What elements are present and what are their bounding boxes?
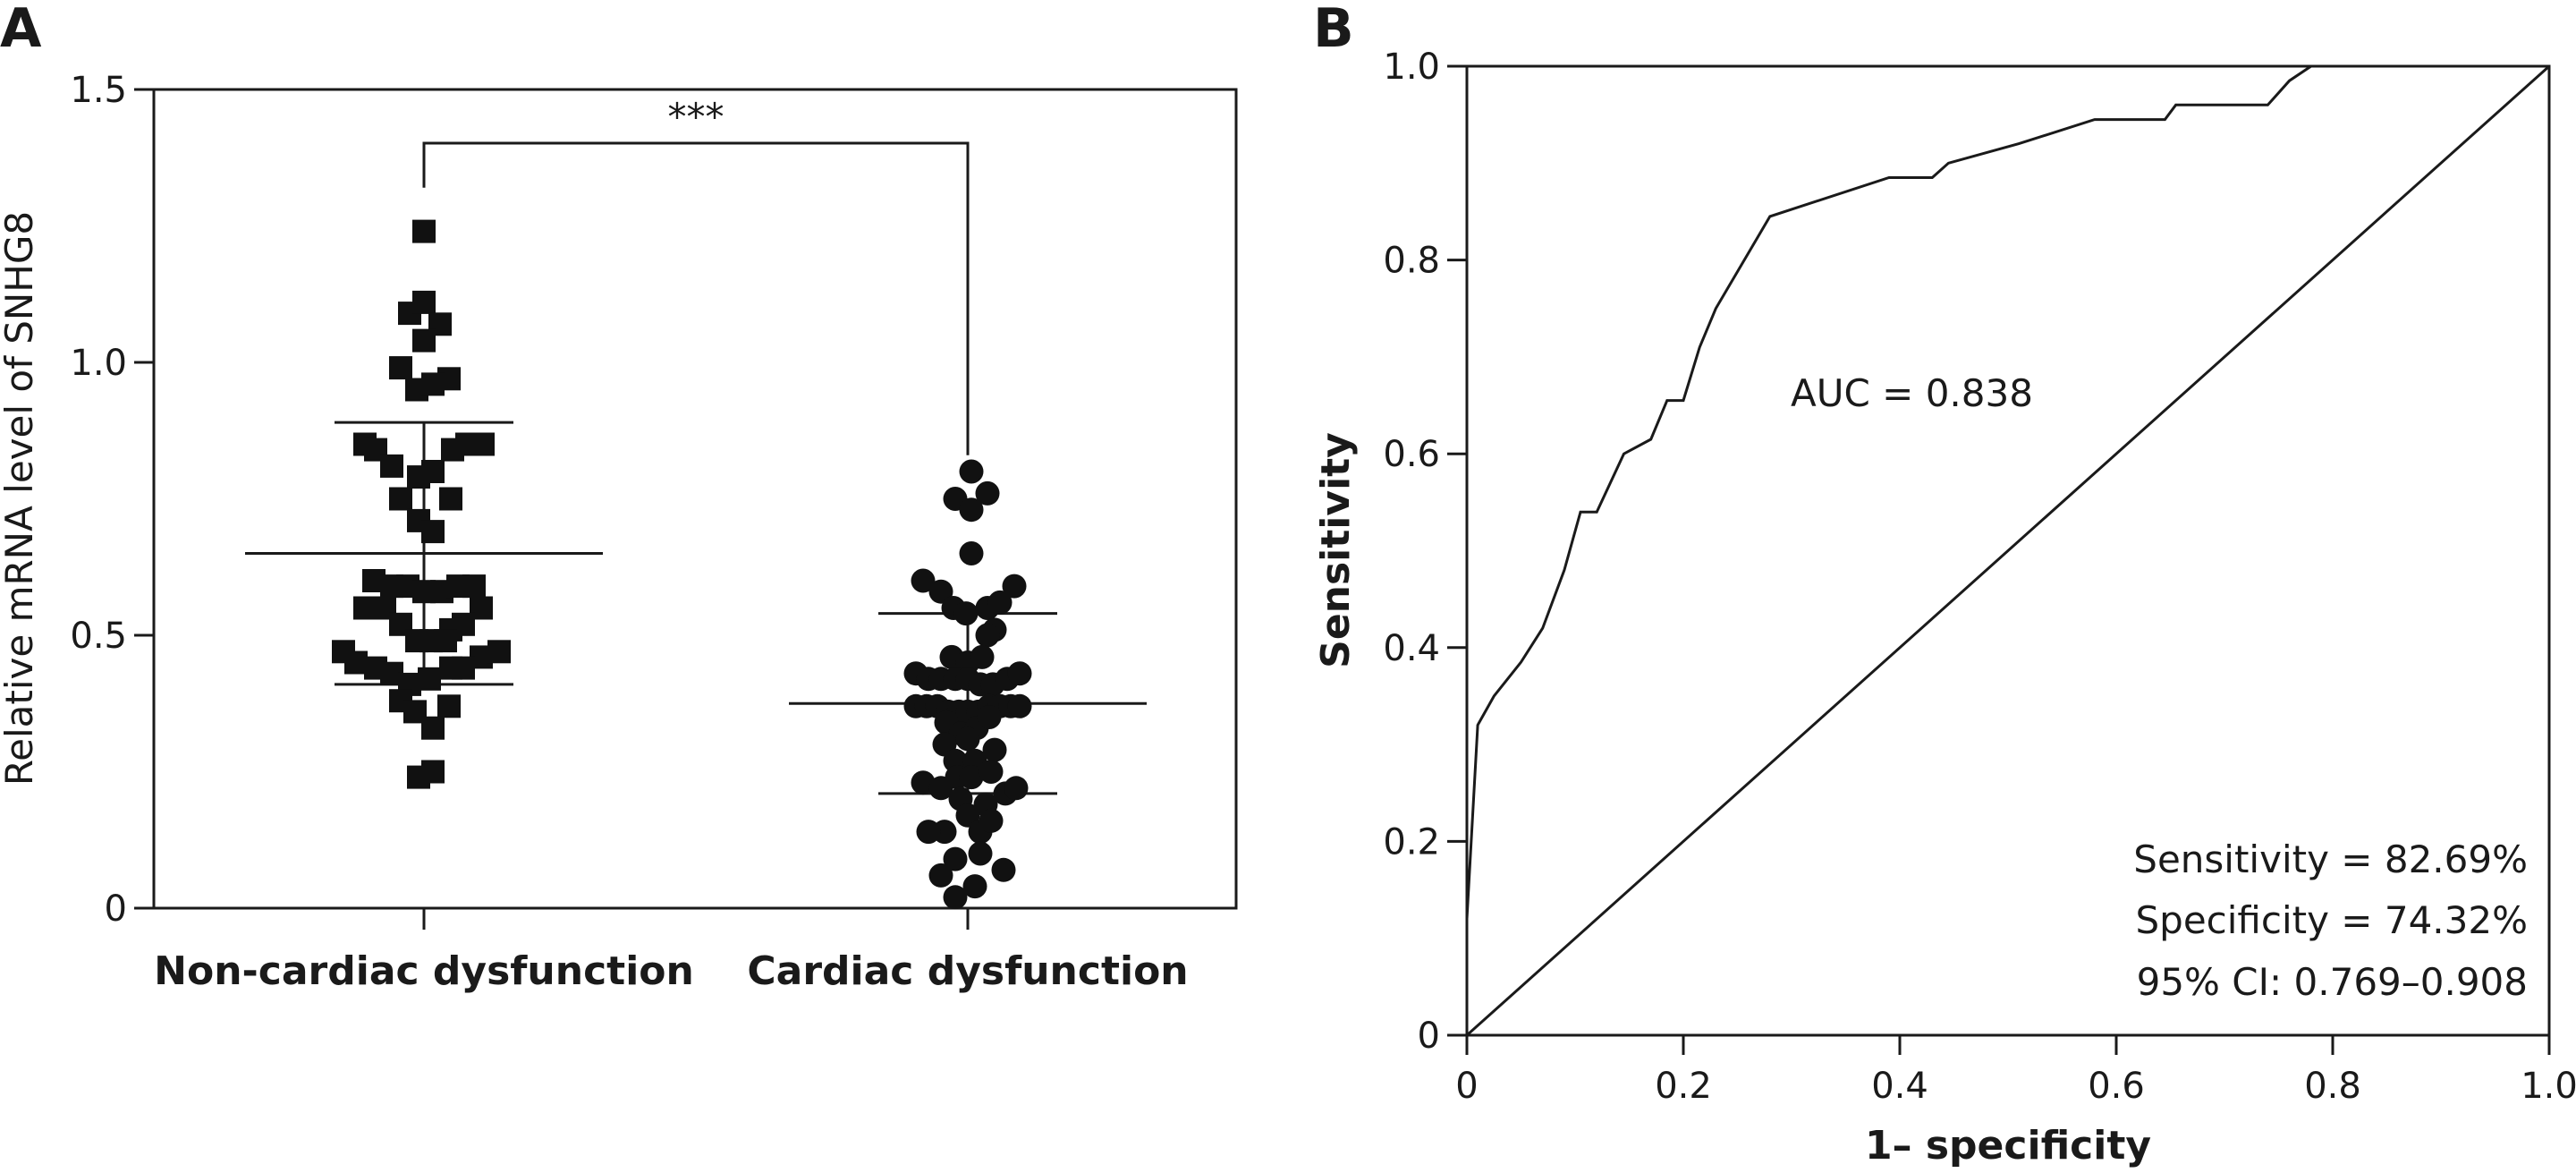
data-point-square	[439, 487, 462, 511]
x-tick-label: 1.0	[2521, 1066, 2576, 1107]
panel-a-x-axis: Non-cardiac dysfunction Cardiac dysfuncti…	[154, 908, 1189, 994]
panel-a-points	[332, 219, 1032, 910]
data-point-square	[412, 219, 436, 243]
y-tick-label: 0	[1418, 1016, 1440, 1057]
data-point-circle	[928, 579, 953, 604]
data-point-circle	[959, 459, 984, 484]
specificity-stat: Specificity = 74.32%	[2136, 898, 2529, 942]
x-tick-label: 0	[1455, 1066, 1478, 1107]
data-point-circle	[1002, 574, 1027, 599]
panel-b-y-axis: 0 0.2 0.4 0.6 0.8 1.0	[1383, 47, 1467, 1057]
y-tick-label: 1.5	[70, 70, 127, 111]
roc-curve	[1465, 64, 2549, 920]
data-point-square	[418, 667, 441, 691]
data-point-circle	[928, 863, 953, 888]
panel-a-y-axis-title: Relative mRNA level of SNHG8	[0, 211, 41, 786]
x-tick-label: 0.4	[1871, 1066, 1928, 1107]
x-tick-label: 0.8	[2304, 1066, 2361, 1107]
data-point-square	[389, 356, 412, 380]
data-point-circle	[943, 846, 968, 871]
panel-b: B 0 0.2 0.4 0.6 0.8 1.0 0 0.2 0.4 0.6 0.8 1.0 Sens…	[1313, 0, 2576, 1169]
data-point-square	[412, 328, 436, 353]
panel-b-x-axis-title: 1– specificity	[1865, 1123, 2151, 1169]
category-label: Non-cardiac dysfunction	[154, 948, 694, 994]
data-point-square	[421, 520, 445, 544]
panel-a-label: A	[0, 0, 42, 60]
y-tick-label: 1.0	[70, 343, 127, 384]
data-point-circle	[911, 568, 936, 593]
data-point-square	[421, 716, 445, 740]
data-point-circle	[959, 765, 984, 790]
x-tick-label: 0.6	[2088, 1066, 2145, 1107]
bracket-line	[422, 141, 970, 455]
data-point-circle	[1004, 776, 1029, 801]
x-tick-label: 0.2	[1655, 1066, 1712, 1107]
data-point-circle	[959, 497, 984, 523]
data-point-circle	[975, 623, 1000, 648]
data-point-circle	[959, 541, 984, 565]
data-point-circle	[977, 705, 1002, 729]
data-point-circle	[987, 590, 1013, 615]
panel-b-label: B	[1313, 0, 1354, 60]
significance-bracket: ***	[422, 95, 970, 455]
data-point-circle	[979, 808, 1004, 833]
data-point-circle	[979, 760, 1004, 784]
auc-label: AUC = 0.838	[1791, 371, 2033, 415]
data-point-square	[487, 640, 511, 664]
data-point-square	[452, 656, 475, 680]
data-point-circle	[975, 480, 1000, 506]
significance-stars: ***	[668, 95, 724, 139]
data-point-circle	[916, 820, 941, 845]
data-point-square	[434, 629, 457, 653]
data-point-circle	[962, 874, 987, 899]
panel-b-frame	[1465, 64, 2551, 1037]
data-point-square	[421, 460, 445, 483]
data-point-circle	[943, 885, 968, 910]
panel-b-y-axis-title: Sensitivity	[1313, 432, 1359, 668]
data-point-circle	[955, 803, 980, 828]
sensitivity-stat: Sensitivity = 82.69%	[2133, 837, 2528, 881]
data-point-square	[437, 694, 461, 718]
data-point-square	[412, 290, 436, 314]
y-tick-label: 0	[105, 888, 127, 930]
y-tick-label: 0.5	[70, 616, 127, 657]
data-point-circle	[1007, 661, 1032, 686]
y-tick-label: 1.0	[1383, 47, 1440, 88]
data-point-square	[462, 574, 486, 599]
data-point-circle	[968, 841, 993, 866]
data-point-circle	[991, 857, 1016, 882]
y-tick-label: 0.2	[1383, 821, 1440, 863]
reference-diagonal	[1465, 64, 2551, 1037]
data-point-square	[353, 596, 377, 620]
panel-b-x-axis: 0 0.2 0.4 0.6 0.8 1.0	[1455, 1035, 2576, 1107]
data-point-square	[389, 487, 412, 511]
panel-a-y-axis: 0 0.5 1.0 1.5	[70, 70, 154, 930]
panel-a-frame	[152, 88, 1238, 910]
y-tick-label: 0.6	[1383, 434, 1440, 475]
y-tick-label: 0.8	[1383, 241, 1440, 282]
data-point-square	[380, 454, 403, 478]
data-point-circle	[982, 737, 1007, 762]
data-point-circle	[953, 601, 979, 626]
data-point-square	[421, 760, 445, 784]
data-point-square	[421, 372, 445, 396]
y-tick-label: 0.4	[1383, 628, 1440, 669]
data-point-circle	[955, 727, 980, 752]
data-point-circle	[1007, 693, 1032, 718]
panel-a: A 0 0.5 1.0 1.5 Relative mRNA level of SNHG…	[0, 0, 1238, 994]
category-label: Cardiac dysfunction	[747, 948, 1188, 994]
data-point-circle	[970, 644, 995, 669]
data-point-square	[471, 432, 495, 456]
ci-stat: 95% CI: 0.769–0.908	[2137, 960, 2528, 1004]
data-point-square	[344, 650, 368, 675]
